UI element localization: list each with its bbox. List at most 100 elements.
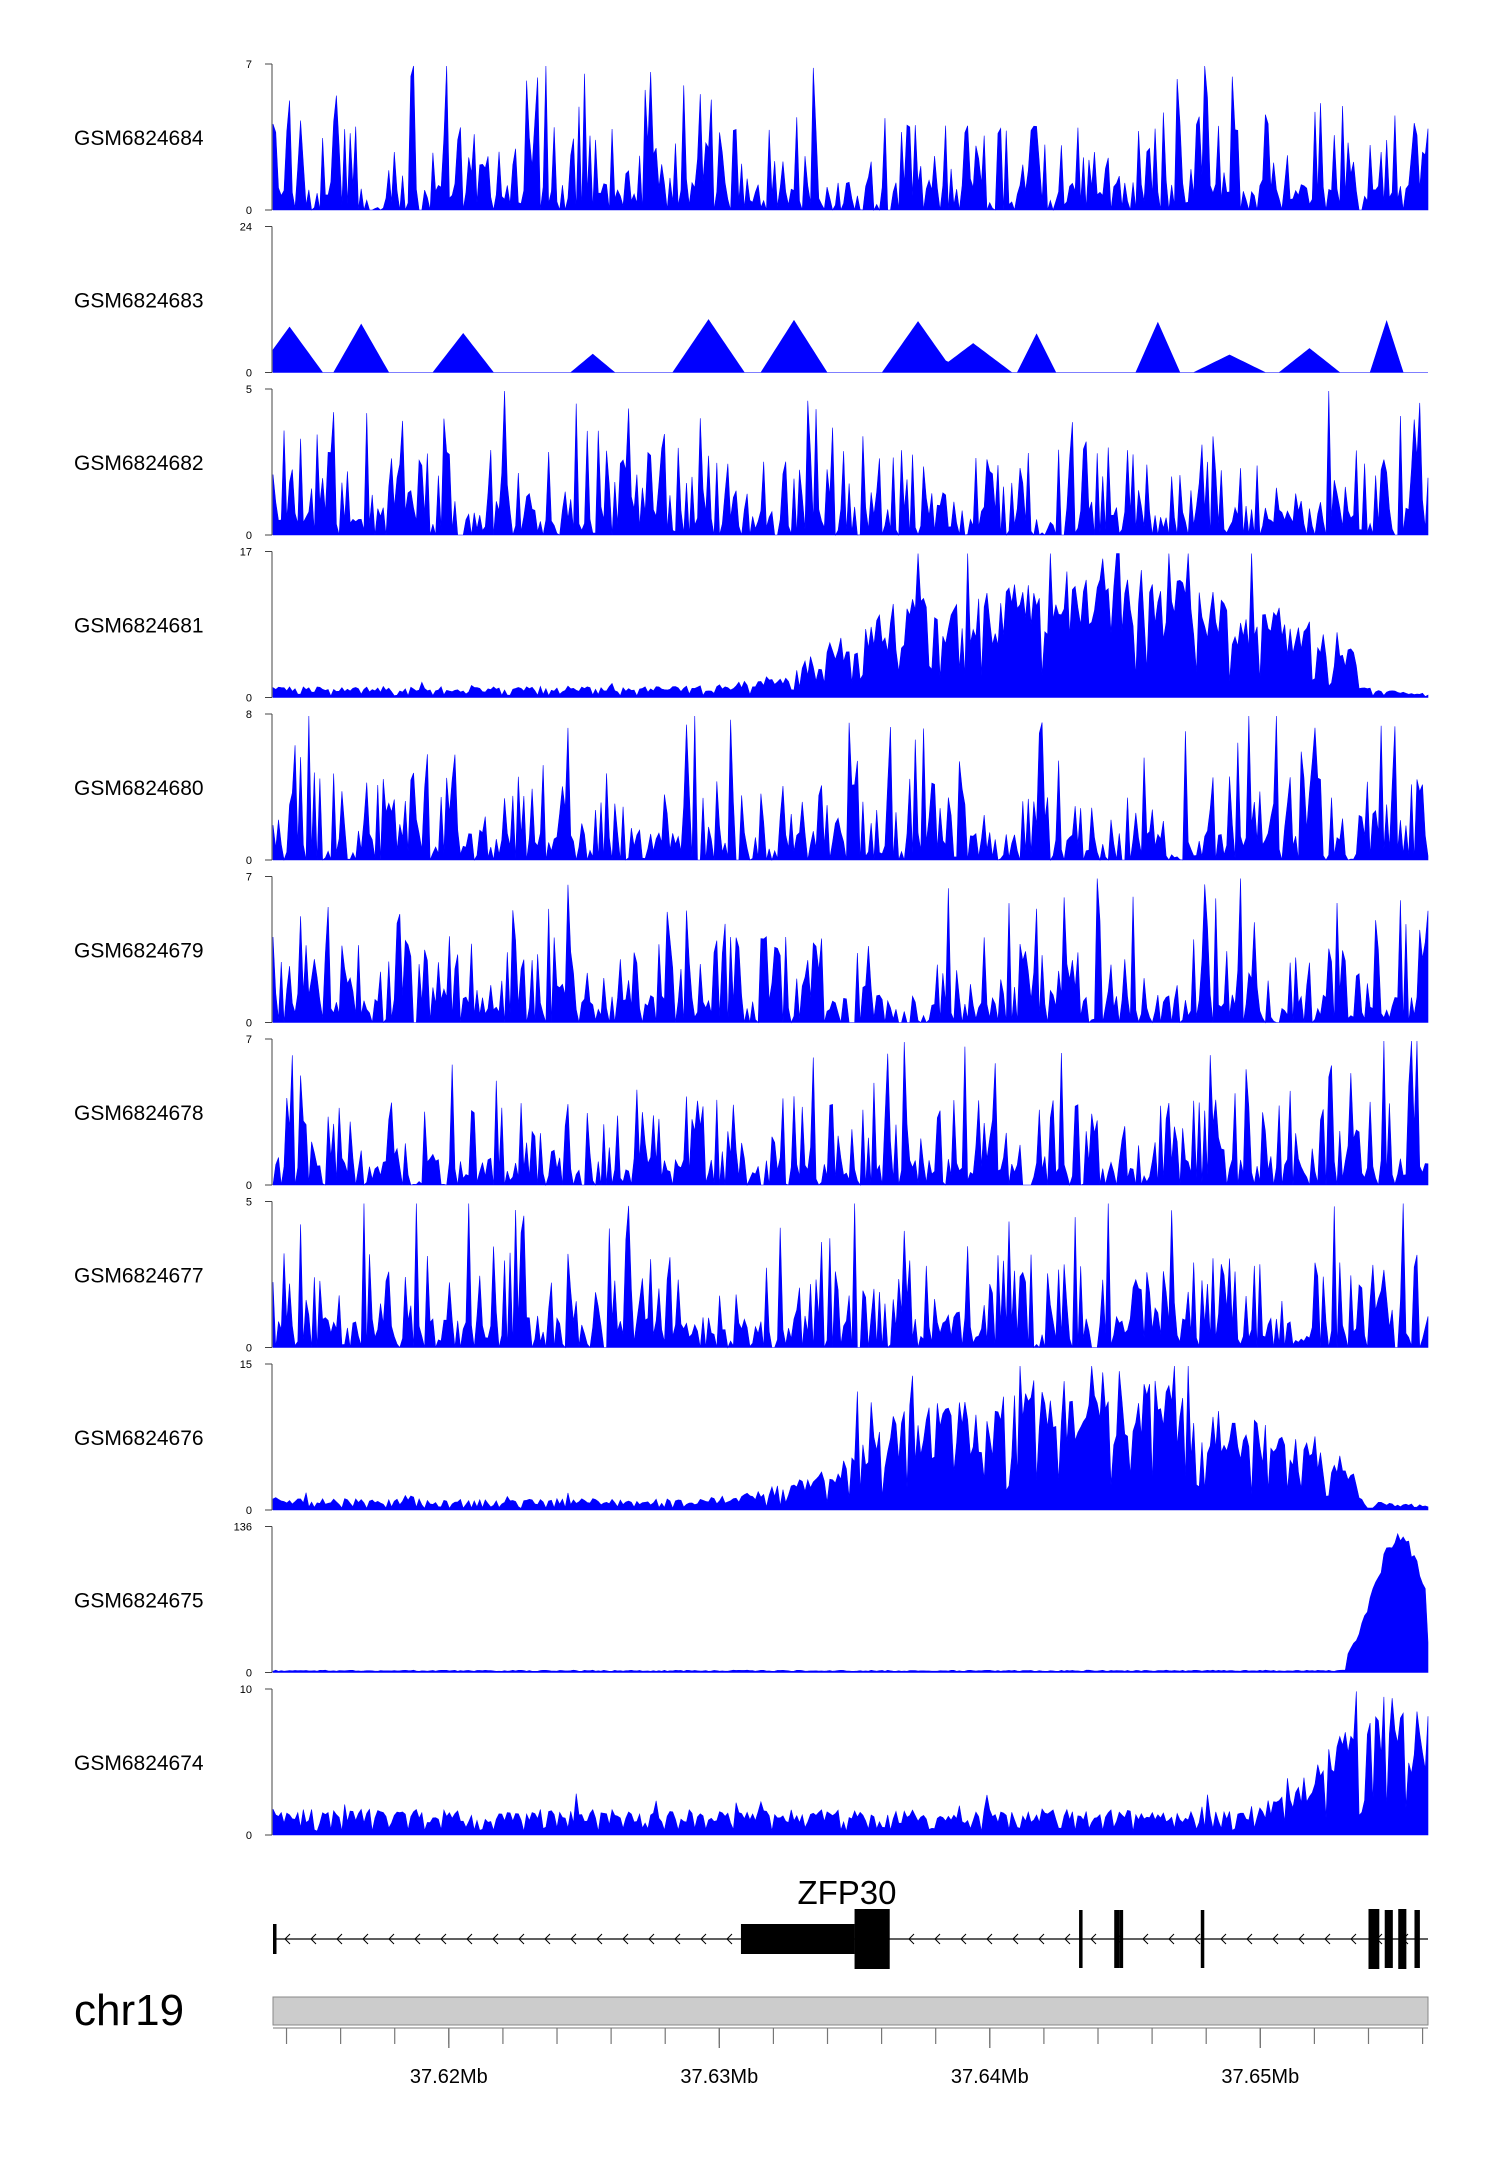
strand-arrow: [700, 1933, 707, 1945]
coverage-track-GSM6824676: GSM6824676 15 0: [74, 1359, 1429, 1517]
strand-arrow: [674, 1933, 681, 1945]
y-tick-label-max: 7: [246, 872, 252, 884]
strand-arrow: [284, 1933, 291, 1945]
coverage-area-GSM6824675: [272, 1532, 1429, 1673]
strand-arrow: [570, 1933, 577, 1945]
coverage-area-GSM6824679: [272, 878, 1429, 1024]
strand-arrow: [622, 1933, 629, 1945]
track-label: GSM6824675: [74, 1590, 204, 1613]
coverage-track-GSM6824679: GSM6824679 7 0: [74, 872, 1429, 1030]
y-tick-label-max: 8: [246, 709, 252, 721]
y-tick-label-max: 15: [240, 1359, 252, 1371]
strand-arrow: [726, 1933, 733, 1945]
coverage-track-GSM6824680: GSM6824680 8 0: [74, 709, 1429, 867]
strand-arrow: [1038, 1933, 1045, 1945]
gene-exon: [1384, 1910, 1393, 1968]
coverage-area-GSM6824680: [272, 715, 1429, 862]
y-tick-label-min: 0: [246, 1018, 252, 1030]
gene-exon: [740, 1924, 855, 1954]
coverage-track-GSM6824684: GSM6824684 7 0: [74, 59, 1429, 217]
gene-exon: [1414, 1910, 1420, 1968]
coverage-track-GSM6824675: GSM6824675 136 0: [74, 1522, 1429, 1680]
y-tick-label-min: 0: [246, 1830, 252, 1842]
strand-arrow: [388, 1933, 395, 1945]
strand-arrow: [518, 1933, 525, 1945]
chromosome-ideogram-bar: [272, 1996, 1429, 2026]
gene-exon: [1200, 1910, 1205, 1968]
coverage-track-GSM6824682: GSM6824682 5 0: [74, 384, 1429, 542]
x-tick-label: 37.64Mb: [951, 2066, 1029, 2088]
strand-arrow: [596, 1933, 603, 1945]
gene-exon: [1368, 1909, 1380, 1969]
coverage-track-GSM6824681: GSM6824681 17 0: [74, 547, 1429, 705]
y-tick-label-min: 0: [246, 205, 252, 217]
track-label: GSM6824677: [74, 1265, 204, 1288]
y-tick-label-min: 0: [246, 693, 252, 705]
gene-name-label: ZFP30: [797, 1874, 896, 1911]
track-label: GSM6824683: [74, 290, 204, 313]
strand-arrow: [310, 1933, 317, 1945]
coverage-area-GSM6824683: [272, 319, 1428, 373]
coverage-area-GSM6824676: [272, 1365, 1429, 1511]
chromosome-label: chr19: [74, 1986, 184, 2035]
y-tick-label-min: 0: [246, 1505, 252, 1517]
coverage-area-GSM6824681: [272, 553, 1429, 698]
y-tick-label-max: 5: [246, 384, 252, 396]
track-label: GSM6824682: [74, 452, 204, 475]
strand-arrow: [1064, 1933, 1071, 1945]
strand-arrow: [1246, 1933, 1253, 1945]
strand-arrow: [362, 1933, 369, 1945]
strand-arrow: [544, 1933, 551, 1945]
coverage-track-GSM6824677: GSM6824677 5 0: [74, 1197, 1429, 1355]
gene-exon: [1398, 1909, 1407, 1969]
coverage-track-GSM6824683: GSM6824683 24 0: [74, 222, 1428, 380]
coverage-track-GSM6824674: GSM6824674 10 0: [74, 1684, 1429, 1842]
strand-arrow: [1220, 1933, 1227, 1945]
strand-arrow: [648, 1933, 655, 1945]
y-tick-label-min: 0: [246, 855, 252, 867]
track-label: GSM6824680: [74, 777, 204, 800]
coverage-area-GSM6824678: [272, 1040, 1429, 1187]
x-tick-label: 37.65Mb: [1221, 2066, 1299, 2088]
y-tick-label-min: 0: [246, 1343, 252, 1355]
coverage-area-GSM6824684: [272, 65, 1429, 212]
gene-annotation-track: ZFP30: [273, 1874, 1428, 1969]
strand-arrow: [1090, 1933, 1097, 1945]
strand-arrow: [1194, 1933, 1201, 1945]
gene-exon: [854, 1909, 890, 1969]
track-label: GSM6824678: [74, 1102, 204, 1125]
y-tick-label-min: 0: [246, 368, 252, 380]
track-label: GSM6824679: [74, 940, 204, 963]
strand-arrow: [1272, 1933, 1279, 1945]
gene-exon: [273, 1924, 277, 1954]
strand-arrow: [908, 1933, 915, 1945]
strand-arrow: [492, 1933, 499, 1945]
strand-arrow: [934, 1933, 941, 1945]
strand-arrow: [1350, 1933, 1357, 1945]
x-tick-label: 37.62Mb: [410, 2066, 488, 2088]
coverage-tracks: GSM682468470GSM6824683240GSM682468250GSM…: [74, 59, 1429, 1842]
y-tick-label-max: 5: [246, 1197, 252, 1209]
y-tick-label-max: 17: [240, 547, 252, 559]
x-tick-label: 37.63Mb: [680, 2066, 758, 2088]
chromosome-axis-track: chr19 37.62Mb 37.63Mb 37.64Mb 37.65Mb: [74, 1986, 1429, 2088]
y-tick-label-max: 7: [246, 59, 252, 71]
strand-arrow: [1324, 1933, 1331, 1945]
y-tick-label-max: 24: [240, 222, 252, 234]
strand-arrow: [414, 1933, 421, 1945]
strand-arrow: [1298, 1933, 1305, 1945]
y-tick-label-min: 0: [246, 1180, 252, 1192]
y-tick-label-max: 7: [246, 1034, 252, 1046]
strand-arrow: [336, 1933, 343, 1945]
y-tick-label-min: 0: [246, 1668, 252, 1680]
gene-exon: [1079, 1910, 1083, 1968]
strand-arrow: [1012, 1933, 1019, 1945]
coverage-area-GSM6824682: [272, 390, 1429, 537]
strand-arrow: [1168, 1933, 1175, 1945]
strand-arrow: [1142, 1933, 1149, 1945]
y-tick-label-max: 10: [240, 1684, 252, 1696]
strand-arrow: [440, 1933, 447, 1945]
strand-arrow: [466, 1933, 473, 1945]
gene-exon: [1114, 1910, 1120, 1968]
